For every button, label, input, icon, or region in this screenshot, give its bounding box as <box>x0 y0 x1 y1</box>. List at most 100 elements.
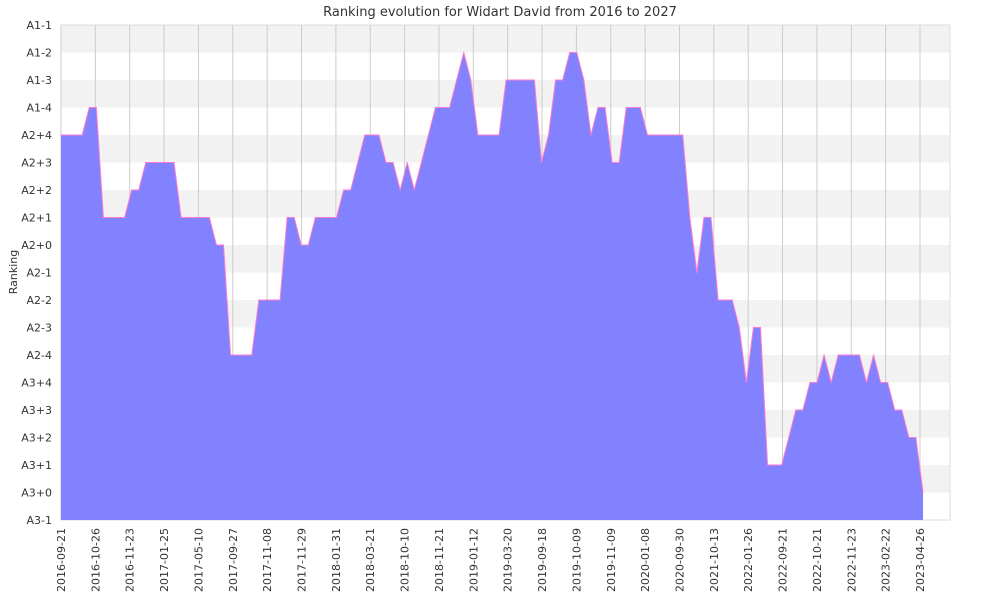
data-point <box>533 79 535 81</box>
x-tick-label: 2018-11-21 <box>433 528 446 592</box>
data-point <box>540 161 543 164</box>
y-tick-label: A3+0 <box>21 487 52 500</box>
data-point <box>237 354 239 356</box>
x-tick-label: 2016-11-23 <box>124 528 137 592</box>
data-point <box>194 216 196 219</box>
data-point <box>547 134 550 136</box>
data-point <box>597 106 599 109</box>
data-point <box>660 134 663 136</box>
chart-area-layer <box>60 51 924 520</box>
data-point <box>67 134 69 136</box>
data-point <box>463 51 465 54</box>
data-point <box>851 354 853 356</box>
data-point <box>166 161 168 164</box>
data-point <box>625 106 627 109</box>
data-point <box>272 299 274 301</box>
data-point <box>413 189 415 191</box>
data-point <box>724 299 726 301</box>
ranking-area <box>61 52 923 520</box>
y-tick-label: A1-1 <box>27 19 53 32</box>
data-point <box>102 216 104 219</box>
x-axis-ticks: 2016-09-21 2016-10-26 2016-11-23 2017-01-25… <box>55 528 927 592</box>
data-point <box>60 134 62 136</box>
data-point <box>569 51 571 54</box>
data-point <box>116 216 119 219</box>
data-point <box>491 134 493 136</box>
data-point <box>618 161 620 164</box>
data-point <box>314 216 316 219</box>
data-point <box>201 216 203 219</box>
data-point <box>526 79 528 81</box>
data-point <box>364 134 366 136</box>
data-point <box>802 409 804 411</box>
x-tick-label: 2017-05-10 <box>192 528 205 592</box>
data-point <box>498 134 500 136</box>
data-point <box>816 381 818 384</box>
data-point <box>766 464 769 466</box>
y-axis-ticks: A3-1 A3+0 A3+1 A3+2 A3+3 A3+4 A2-4 A2-3 A2-2 A2-1… <box>21 19 52 527</box>
data-point <box>286 216 288 219</box>
data-point <box>449 106 451 109</box>
data-point <box>258 299 260 301</box>
data-point <box>180 216 182 219</box>
data-point <box>738 326 740 329</box>
data-point <box>689 216 691 219</box>
data-point <box>795 409 797 411</box>
y-tick-label: A2+1 <box>21 212 52 225</box>
data-point <box>774 464 776 466</box>
data-point <box>208 216 210 219</box>
x-tick-label: 2018-03-21 <box>364 528 377 592</box>
x-tick-label: 2019-11-09 <box>605 528 618 592</box>
data-point <box>484 134 486 136</box>
data-point <box>145 161 147 164</box>
data-point <box>788 436 790 439</box>
data-point <box>300 244 302 246</box>
x-tick-label: 2020-09-30 <box>673 528 686 592</box>
y-tick-label: A3+2 <box>21 432 52 445</box>
data-point <box>639 106 641 109</box>
data-point <box>456 79 458 81</box>
x-tick-label: 2022-01-26 <box>742 528 755 592</box>
data-point <box>392 161 394 164</box>
data-point <box>265 299 267 301</box>
data-point <box>81 134 83 136</box>
x-tick-label: 2019-09-18 <box>536 528 549 592</box>
data-point <box>251 354 253 356</box>
data-point <box>95 106 97 109</box>
data-point <box>222 244 225 246</box>
data-point <box>350 189 352 191</box>
data-point <box>710 216 712 219</box>
x-tick-label: 2018-10-10 <box>399 528 412 592</box>
data-point <box>915 436 917 439</box>
data-point <box>173 161 175 164</box>
data-point <box>505 79 507 81</box>
data-point <box>229 354 232 356</box>
x-tick-label: 2020-01-08 <box>639 528 652 592</box>
data-point <box>109 216 112 219</box>
data-point <box>244 354 246 356</box>
data-point <box>343 189 345 191</box>
y-tick-label: A1-2 <box>27 47 53 60</box>
y-tick-label: A1-4 <box>27 102 53 115</box>
data-point <box>152 161 154 164</box>
x-tick-label: 2018-01-31 <box>330 528 343 592</box>
x-tick-label: 2017-09-27 <box>227 528 240 592</box>
y-tick-label: A2+0 <box>21 239 52 252</box>
data-point <box>123 216 126 219</box>
data-point <box>858 354 861 356</box>
data-point <box>653 134 656 136</box>
data-point <box>385 161 387 164</box>
chart-title: Ranking evolution for Widart David from … <box>323 5 677 20</box>
data-point <box>908 436 910 439</box>
data-point <box>922 491 924 494</box>
y-tick-label: A3+3 <box>21 404 52 417</box>
data-point <box>809 381 811 384</box>
y-tick-label: A2-2 <box>27 294 53 307</box>
data-point <box>427 134 430 136</box>
data-point <box>406 161 408 164</box>
y-tick-label: A2+4 <box>21 129 52 142</box>
x-tick-label: 2023-04-26 <box>914 528 927 592</box>
x-tick-label: 2019-01-12 <box>467 528 480 592</box>
x-tick-label: 2017-01-25 <box>158 528 171 592</box>
data-point <box>696 271 698 274</box>
